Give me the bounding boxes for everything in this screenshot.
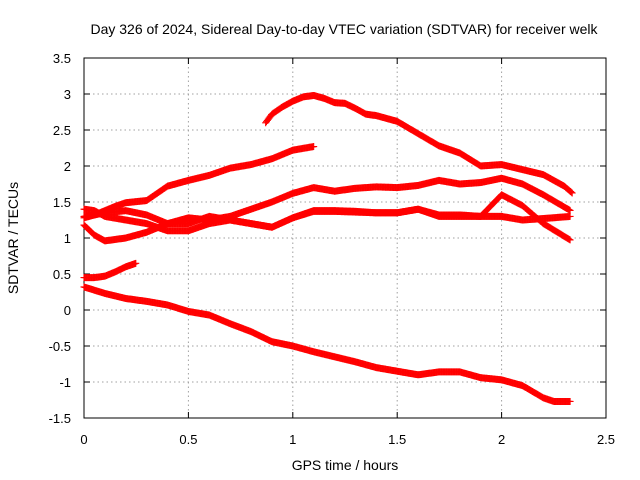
data-point: [568, 189, 576, 197]
tick-labels: 0 0.5 1 1.5 2 2.5 -1.5 -1 -0.5 0 0.5 1 1.5 2 2.5 3 3.5: [49, 51, 615, 447]
x-tick-label: 1.5: [388, 432, 406, 447]
series-sat-b: [80, 259, 140, 282]
series-sat-a: [80, 283, 574, 405]
data-marks: [80, 91, 576, 405]
y-axis-label: SDTVAR / TECUs: [5, 182, 21, 294]
x-tick-label: 0.5: [179, 432, 197, 447]
x-tick-label: 0: [80, 432, 87, 447]
y-tick-label: -1.5: [49, 411, 71, 426]
y-tick-label: 1.5: [53, 195, 71, 210]
y-tick-label: 1: [64, 231, 71, 246]
x-tick-label: 1: [289, 432, 296, 447]
data-point: [310, 143, 318, 151]
data-point: [566, 206, 574, 214]
grid-lines: [84, 58, 606, 418]
data-point: [566, 236, 574, 244]
y-tick-label: -0.5: [49, 339, 71, 354]
data-point: [566, 212, 574, 220]
axis-ticks: [83, 57, 607, 419]
y-tick-label: 3: [64, 87, 71, 102]
x-tick-label: 2: [498, 432, 505, 447]
data-point: [567, 188, 575, 196]
y-tick-label: 0: [64, 303, 71, 318]
y-tick-label: 2: [64, 159, 71, 174]
data-point: [567, 188, 575, 196]
series-sat-g: [262, 91, 576, 197]
x-tick-label: 2.5: [597, 432, 615, 447]
y-tick-label: 0.5: [53, 267, 71, 282]
y-tick-label: 3.5: [53, 51, 71, 66]
data-point: [566, 397, 574, 405]
y-tick-label: -1: [59, 375, 71, 390]
chart-title: Day 326 of 2024, Sidereal Day-to-day VTE…: [90, 21, 598, 37]
x-axis-label: GPS time / hours: [292, 457, 399, 473]
series-sat-f: [80, 191, 574, 244]
y-tick-label: 2.5: [53, 123, 71, 138]
data-point: [132, 259, 140, 267]
